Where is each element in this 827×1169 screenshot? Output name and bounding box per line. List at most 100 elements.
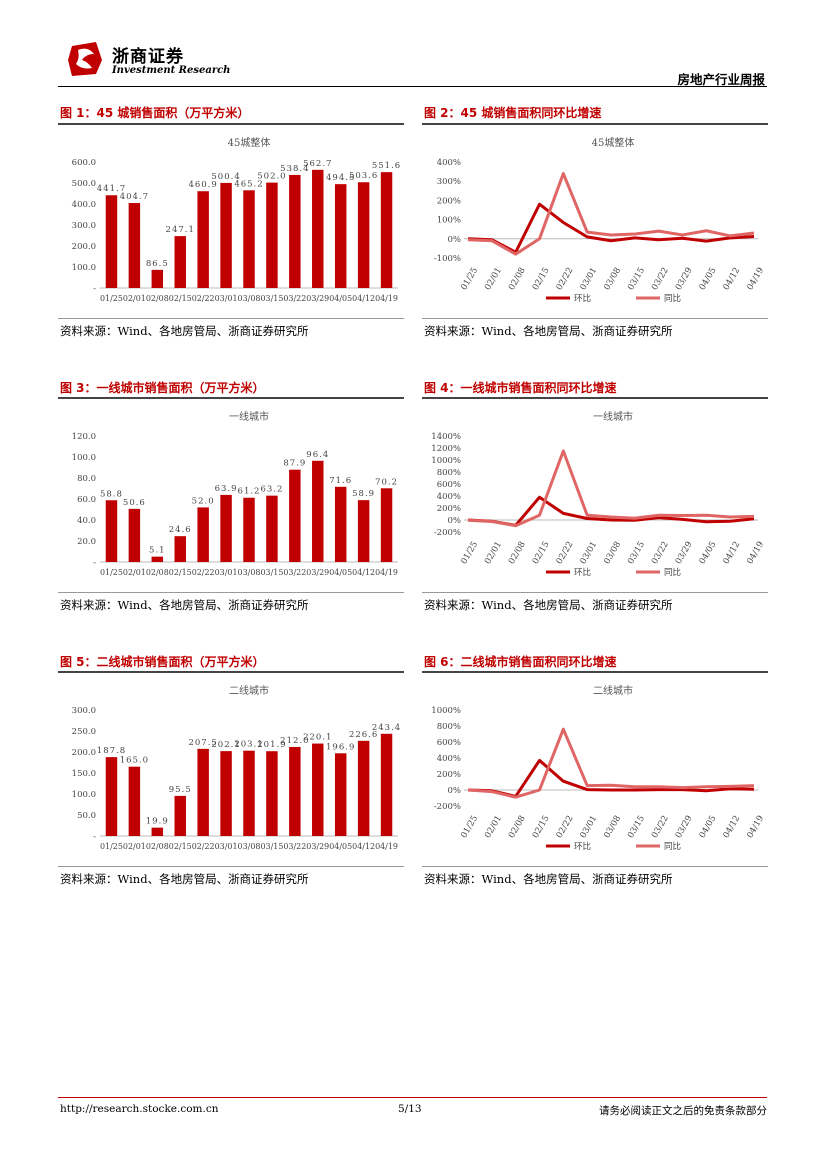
bar-value-label: 503.6 [349,171,378,181]
bar-value-label: 551.6 [372,161,401,171]
x-tick-label: 03/01 [215,568,238,578]
x-tick-label: 03/15 [260,568,283,578]
header-rule [58,86,767,87]
x-tick-label: 03/08 [602,266,623,292]
bar [128,203,141,288]
series-line-mom [467,202,755,254]
bar [105,757,118,836]
y-tick-label: 1000% [431,706,461,716]
y-tick-label: 120.0 [72,432,96,442]
bar-value-label: 441.7 [97,184,126,194]
bar [243,190,255,288]
y-tick-label: 1200% [431,444,461,454]
x-tick-label: 01/25 [459,540,480,566]
brand-name-cn: 浙商证券 [112,47,184,67]
series-line-yoy [467,172,755,256]
bar-value-label: 58.8 [100,489,123,499]
x-tick-label: 03/01 [578,540,599,566]
y-tick-label: 150.0 [72,769,96,779]
x-tick-label: 01/25 [459,814,480,840]
bar [128,508,141,562]
x-tick-label: 02/22 [192,568,215,578]
x-tick-label: 02/01 [483,814,504,840]
x-tick-label: 03/22 [283,842,306,852]
bar-value-label: 220.1 [303,733,332,743]
x-tick-label: 03/22 [283,294,306,304]
x-tick-label: 01/25 [459,266,480,292]
x-tick-label: 02/08 [507,266,528,292]
x-tick-label: 02/22 [555,814,576,840]
x-tick-label: 02/08 [146,568,169,578]
series-line-mom [467,758,755,798]
y-tick-label: 500.0 [72,179,96,189]
bar [266,495,278,562]
bar [105,195,118,288]
bar [334,486,347,562]
bar-value-label: 202.1 [211,740,240,750]
y-tick-label: 600% [437,738,461,748]
x-tick-label: 03/29 [306,842,329,852]
bar-value-label: 19.9 [146,817,169,827]
bar-value-label: 465.2 [234,179,263,189]
x-tick-label: 03/15 [626,814,647,840]
bar [312,460,324,562]
legend-label: 同比 [664,841,681,852]
x-tick-label: 03/08 [238,842,261,852]
bar-value-label: 61.2 [238,487,261,497]
x-tick-label: 04/05 [329,568,352,578]
bar [197,191,209,288]
footer-url[interactable]: http://research.stocke.com.cn [60,1103,219,1115]
bar [174,236,186,288]
x-tick-label: 01/25 [100,842,123,852]
chart-title: 45城整体 [228,136,271,149]
x-tick-label: 02/22 [555,266,576,292]
brand-logo [66,40,106,78]
chart-title: 二线城市 [593,684,633,697]
y-tick-label: 0% [448,786,462,796]
figure-2-source: 资料来源：Wind、各地房管局、浙商证券研究所 [424,324,673,338]
x-tick-label: 02/15 [531,540,552,566]
bar-value-label: 494.5 [326,173,355,183]
x-tick-label: 04/12 [352,568,375,578]
y-tick-label: 400% [437,754,461,764]
figure-3-source: 资料来源：Wind、各地房管局、浙商证券研究所 [60,598,309,612]
bar [266,182,278,288]
logo-emblem-icon [68,42,102,76]
bar-value-label: 165.0 [120,756,149,766]
x-tick-label: 03/08 [238,294,261,304]
x-tick-label: 03/01 [578,266,599,292]
bar [357,740,370,836]
x-tick-label: 01/25 [100,568,123,578]
bar-value-label: 24.6 [169,525,192,535]
bar [174,795,186,836]
bar [312,169,324,288]
x-tick-label: 04/12 [721,266,742,292]
figure-4-source: 资料来源：Wind、各地房管局、浙商证券研究所 [424,598,673,612]
x-tick-label: 03/29 [306,568,329,578]
bar [357,500,370,562]
chart-title: 一线城市 [593,410,633,423]
footer-rule [58,1097,767,1098]
bar-value-label: 201.9 [257,740,286,750]
y-tick-label: 800% [437,722,461,732]
bar [334,753,347,836]
figure-2-title: 图 2：45 城销售面积同环比增速 [424,106,602,120]
x-tick-label: 03/08 [238,568,261,578]
x-tick-label: 03/29 [674,266,695,292]
bar-value-label: 226.6 [349,730,378,740]
x-tick-label: 02/22 [192,294,215,304]
x-tick-label: 03/29 [306,294,329,304]
y-tick-label: 250.0 [72,727,96,737]
legend-label: 同比 [664,293,681,304]
chart-tier2-area: 二线城市300.0250.0200.0150.0100.050.0-187.81… [72,684,401,852]
y-tick-label: - [93,832,96,842]
x-tick-label: 03/29 [674,814,695,840]
y-tick-label: 600.0 [72,158,96,168]
bar [266,751,278,836]
series-line-yoy [467,449,755,528]
chart-title: 一线城市 [229,410,269,423]
y-tick-label: 100.0 [72,453,96,463]
bar [289,174,301,288]
figure-5-bottom-rule [58,866,404,867]
x-tick-label: 04/05 [698,540,719,566]
